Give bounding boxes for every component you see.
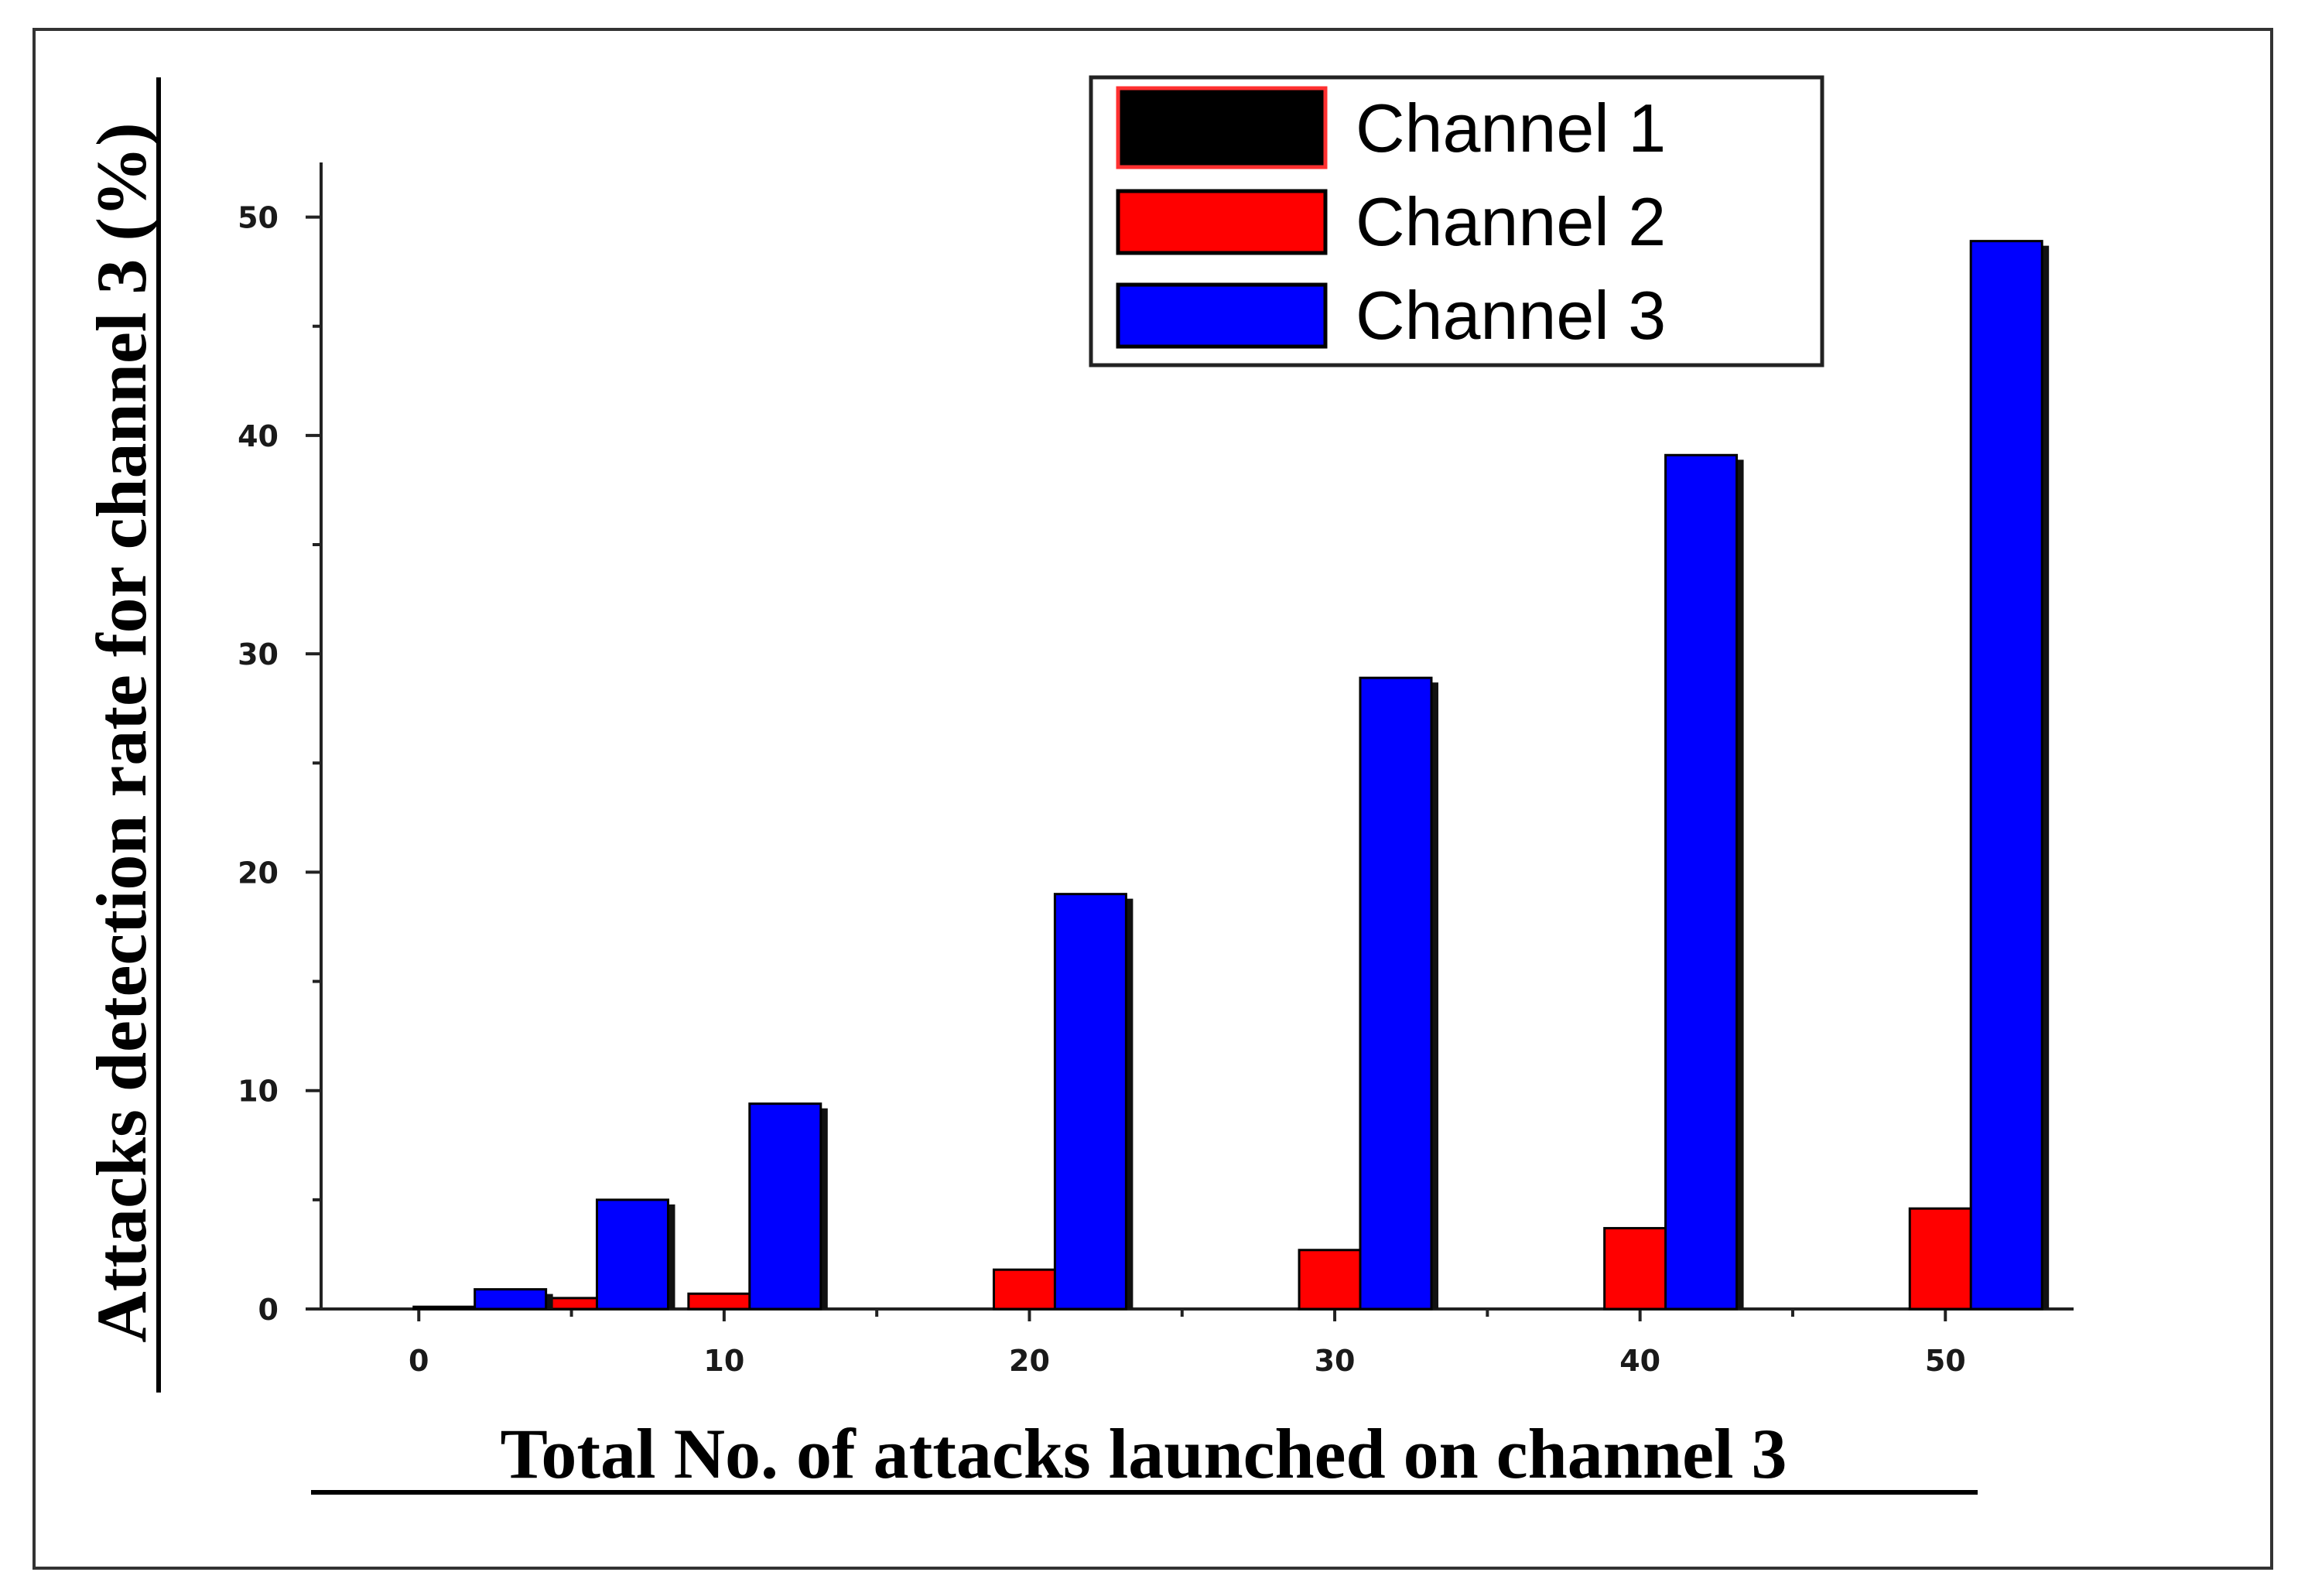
legend: Channel 1 Channel 2 Channel 3	[1089, 75, 1824, 367]
legend-swatch-channel-2	[1116, 189, 1328, 255]
bar-channel-2	[992, 1268, 1066, 1311]
x-tick-label: 50	[1925, 1344, 1966, 1378]
legend-label-channel-1: Channel 1	[1356, 90, 1666, 166]
bar-channel-2	[1908, 1207, 1982, 1311]
x-tick-label: 10	[703, 1344, 744, 1378]
bar-channel-3	[474, 1288, 548, 1311]
bar-channel-3	[748, 1102, 822, 1311]
y-tick-label: 10	[238, 1075, 279, 1109]
x-tick-label: 0	[409, 1344, 429, 1378]
bar-channel-2	[1298, 1249, 1372, 1311]
bar-channel-3	[1969, 240, 2043, 1311]
x-tick-label: 20	[1009, 1344, 1050, 1378]
x-axis-title: Total No. of attacks launched on channel…	[500, 1414, 1787, 1493]
tick-labels: 0 10 20 30 40 50 0 10 20 30 40 50	[238, 201, 1966, 1378]
legend-swatch-channel-1	[1116, 86, 1328, 169]
y-tick-label: 40	[238, 419, 279, 453]
y-tick-label: 20	[238, 856, 279, 890]
y-tick-label: 30	[238, 637, 279, 672]
figure-frame	[32, 28, 2273, 1570]
legend-label-channel-3: Channel 3	[1356, 277, 1666, 354]
bar-channel-3	[595, 1198, 669, 1311]
bar-channel-3	[1359, 676, 1433, 1311]
bar-channel-3	[1664, 453, 1739, 1311]
bar-channel-2	[1603, 1227, 1677, 1311]
bar-channel-3	[1053, 893, 1127, 1311]
legend-swatch-channel-3	[1116, 282, 1328, 349]
y-axis-title: Attacks detection rate for channel 3 (%)	[82, 122, 161, 1342]
legend-label-channel-2: Channel 2	[1356, 183, 1666, 260]
x-tick-label: 40	[1619, 1344, 1660, 1378]
y-tick-label: 0	[258, 1293, 279, 1327]
bars	[412, 240, 2050, 1311]
x-tick-label: 30	[1315, 1344, 1356, 1378]
y-tick-label: 50	[238, 201, 279, 235]
